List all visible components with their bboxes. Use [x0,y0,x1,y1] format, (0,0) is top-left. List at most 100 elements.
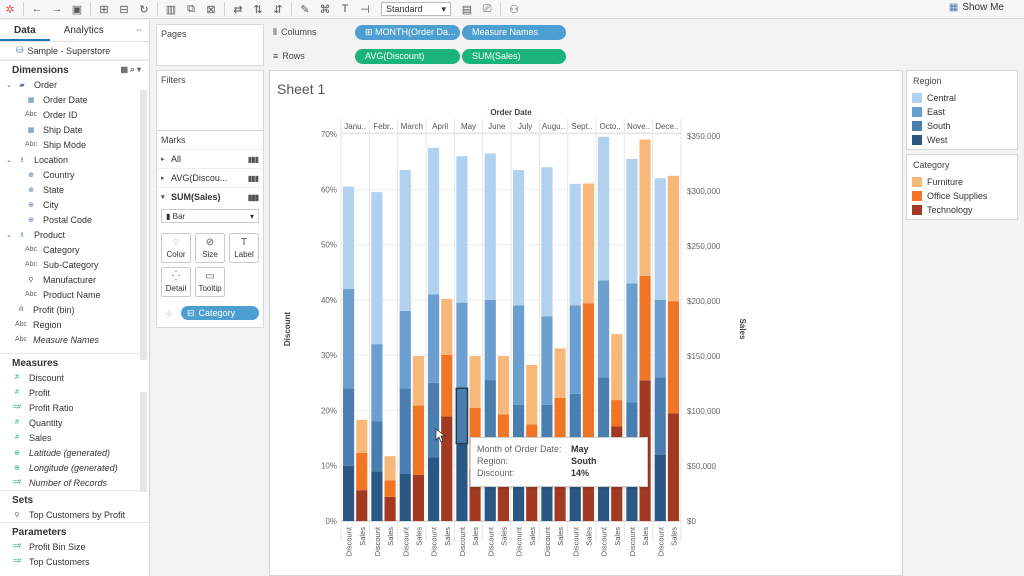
field-item[interactable]: Abc Sub-Category [0,257,149,272]
field-item[interactable]: ⌄ ♗ Location [0,152,149,167]
marks-all[interactable]: ▸ All ▮▮▮ [157,149,263,168]
legend-item[interactable]: Technology [907,203,1017,217]
undo-icon[interactable]: ← [31,3,43,15]
group-members-icon[interactable]: ⌘ [319,3,331,16]
highlight-icon[interactable]: ✎ [300,3,310,16]
chevron-down-icon[interactable]: ⌄ [6,81,12,89]
sales-bar-segment [639,139,651,276]
sales-bar-segment [412,405,424,475]
minimize-pane-icon[interactable]: ⇔ [135,25,143,34]
field-item[interactable]: ▦ Ship Date [0,122,149,137]
show-mark-labels-icon[interactable]: T [341,3,349,15]
tab-data[interactable]: Data [0,20,50,41]
field-item[interactable]: # Quantity [0,415,149,430]
field-item[interactable]: =# Number of Records [0,475,149,490]
month-order-date-pill[interactable]: ⊞ MONTH(Order Da... [355,24,460,40]
field-item[interactable]: ⌄ ▰ Order [0,77,149,92]
show-me-button[interactable]: ▦ Show Me [949,2,1004,13]
field-item[interactable]: ⌄ ♗ Product [0,227,149,242]
chevron-down-icon[interactable]: ⌄ [6,231,12,239]
duplicate-sheet-icon[interactable]: ⧉ [187,2,195,15]
sort-ascending-icon[interactable]: ⇅ [253,3,263,16]
show-cards-icon[interactable]: ▤ [461,3,473,16]
field-item[interactable]: Abc Ship Mode [0,137,149,152]
pause-updates-icon[interactable]: ⊟ [119,3,129,16]
legend-item[interactable]: Office Supplies [907,189,1017,203]
swap-axes-icon[interactable]: ⇄ [233,3,243,16]
field-item[interactable]: ⊕ State [0,182,149,197]
field-item[interactable]: =# Profit Bin Size [0,539,149,554]
field-item[interactable]: =# Profit Ratio [0,400,149,415]
columns-shelf[interactable]: ⦀ Columns ⊞ MONTH(Order Da... Measure Na… [269,20,1024,44]
measure-names-pill[interactable]: Measure Names [462,24,566,40]
field-item[interactable]: Abc Category [0,242,149,257]
field-item[interactable]: ılı Profit (bin) [0,302,149,317]
sheet-title[interactable]: Sheet 1 [277,81,326,97]
fix-axes-icon[interactable]: ⊣ [360,3,370,16]
detail-button[interactable]: ⁛ Detail [161,267,191,297]
field-item[interactable]: ⊕ Country [0,167,149,182]
view-size-select[interactable]: Standard ▾ [381,2,451,16]
color-button[interactable]: ⁘ Color [161,233,191,263]
field-item[interactable]: ⊕ Postal Code [0,212,149,227]
field-item[interactable]: ⚲ Top Customers by Profit [0,507,149,522]
legend-label: Technology [927,205,973,215]
marks-sum-sales[interactable]: ▾ SUM(Sales) ▮▮▮ [157,187,263,206]
share-icon[interactable]: ⚇ [509,3,519,16]
field-item[interactable]: ⚲ Manufacturer [0,272,149,287]
discount-bar-segment [456,302,468,389]
dimensions-scrollbar[interactable] [140,90,147,360]
redo-icon[interactable]: → [51,3,63,15]
region-legend[interactable]: Region Central East South West [906,70,1018,150]
size-button[interactable]: ⊘ Size [195,233,225,263]
field-item[interactable]: ▦ Order Date [0,92,149,107]
tooltip-key: Discount: [477,468,515,478]
discount-bar-segment [598,136,610,281]
label-button[interactable]: T Label [229,233,259,263]
field-item[interactable]: =# Top Customers [0,554,149,569]
category-color-pill[interactable]: ⊟ Category [181,306,259,320]
field-item[interactable]: Abc Measure Names [0,332,149,347]
field-item[interactable]: # Sales [0,430,149,445]
field-item[interactable]: ⊕ Longitude (generated) [0,460,149,475]
new-worksheet-icon[interactable]: ▥ [165,3,177,16]
avg-discount-pill[interactable]: AVG(Discount) [355,48,460,64]
pages-shelf[interactable]: Pages [156,24,264,66]
legend-item[interactable]: Central [907,91,1017,105]
sales-bar-segment [469,469,481,521]
marks-avg-discount[interactable]: ▸ AVG(Discou... ▮▮▮ [157,168,263,187]
tableau-logo-icon[interactable]: ✲ [5,3,15,16]
field-item[interactable]: ⊕ Latitude (generated) [0,445,149,460]
rows-shelf[interactable]: ≡ Rows AVG(Discount) SUM(Sales) [269,44,1024,68]
legend-item[interactable]: Furniture [907,175,1017,189]
field-item[interactable]: # Discount [0,370,149,385]
clear-sheet-icon[interactable]: ⊠ [206,3,216,16]
datasource-item[interactable]: ⛁ Sample - Superstore [0,42,149,60]
new-datasource-icon[interactable]: ⊞ [99,3,109,16]
y2-tick-label: $300,000 [687,187,721,196]
chevron-down-icon[interactable]: ⌄ [6,156,12,164]
refresh-icon[interactable]: ↻ [139,3,149,16]
field-item[interactable]: # Profit [0,385,149,400]
mark-type-select[interactable]: ▮ Bar ▾ [161,209,259,223]
sort-descending-icon[interactable]: ⇵ [273,3,283,16]
tab-analytics[interactable]: Analytics [63,25,104,36]
worksheet-canvas[interactable]: Sheet 1 Order Date 0% 10% 20% 30% 40% 50% 60% 70… [269,70,903,576]
measures-scrollbar[interactable] [140,392,147,492]
field-item[interactable]: Abc Region [0,317,149,332]
sales-bar-segment [611,334,623,401]
legend-item[interactable]: East [907,105,1017,119]
tooltip-button[interactable]: ▭ Tooltip [195,267,225,297]
columns-label: Columns [280,27,317,37]
legend-item[interactable]: South [907,119,1017,133]
presentation-mode-icon[interactable]: ⎚ [482,2,492,15]
field-item[interactable]: Abc Product Name [0,287,149,302]
view-toggle-icon[interactable]: ▦ ⌕ ▾ [120,65,142,74]
field-item[interactable]: ⊕ City [0,197,149,212]
category-legend[interactable]: Category Furniture Office Supplies Technol… [906,154,1018,220]
legend-item[interactable]: West [907,133,1017,147]
sum-sales-pill[interactable]: SUM(Sales) [462,48,566,64]
show-me-icon: ▦ [948,2,959,13]
field-item[interactable]: Abc Order ID [0,107,149,122]
save-icon[interactable]: ▣ [71,3,83,16]
